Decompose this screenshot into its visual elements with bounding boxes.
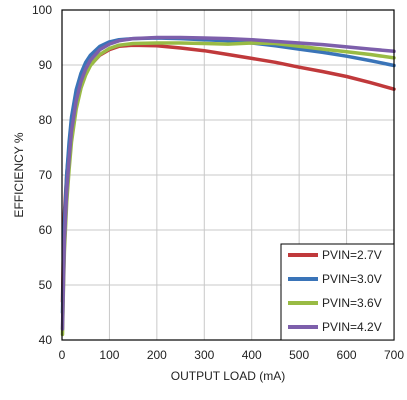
x-axis-title: OUTPUT LOAD (mA)	[171, 369, 285, 383]
x-tick-label: 100	[99, 348, 119, 362]
legend-label-pvin-2-7v: PVIN=2.7V	[322, 248, 382, 262]
tick-labels: 0 100 200 300 400 500 600 700 40 50 60 70 80 90 100	[32, 3, 404, 362]
legend-label-pvin-3-6v: PVIN=3.6V	[322, 296, 382, 310]
y-axis-title: EFFICIENCY %	[12, 132, 26, 217]
legend-label-pvin-3-0v: PVIN=3.0V	[322, 272, 382, 286]
y-tick-label: 60	[39, 223, 53, 237]
x-tick-label: 200	[147, 348, 167, 362]
y-tick-label: 90	[39, 58, 53, 72]
series-line-pvin-4-2v	[60, 35, 396, 331]
x-tick-label: 400	[242, 348, 262, 362]
y-tick-label: 40	[39, 333, 53, 347]
x-tick-label: 300	[194, 348, 214, 362]
legend: PVIN=2.7V PVIN=3.0V PVIN=3.6V PVIN=4.2V	[280, 243, 395, 341]
plot-frame	[61, 9, 395, 341]
y-tick-label: 70	[39, 168, 53, 182]
series-lines	[60, 35, 396, 337]
legend-label-pvin-4-2v: PVIN=4.2V	[322, 320, 382, 334]
y-tick-label: 80	[39, 113, 53, 127]
x-tick-label: 700	[384, 348, 404, 362]
y-tick-label: 100	[32, 3, 52, 17]
grid-lines	[62, 10, 394, 340]
x-tick-label: 0	[59, 348, 66, 362]
y-tick-label: 50	[39, 278, 53, 292]
legend-box	[280, 243, 395, 341]
x-tick-label: 600	[337, 348, 357, 362]
x-tick-label: 500	[289, 348, 309, 362]
